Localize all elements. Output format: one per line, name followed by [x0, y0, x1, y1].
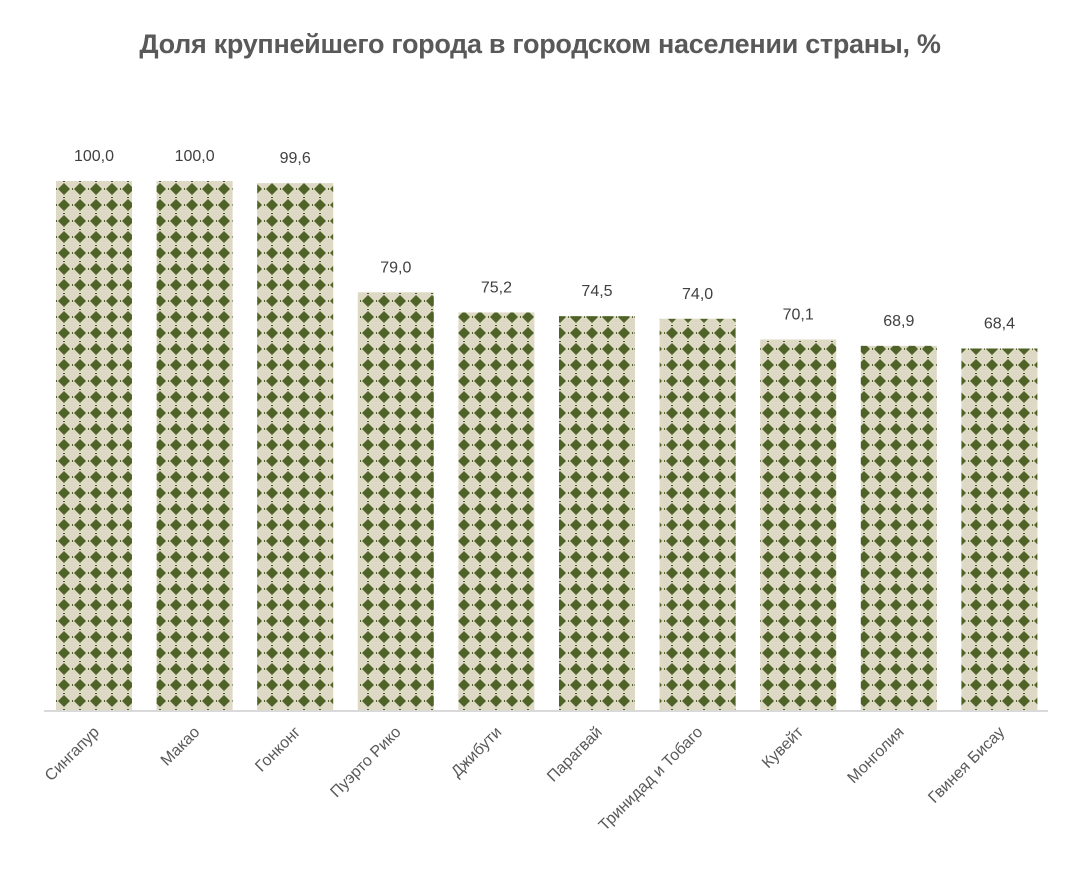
bar — [156, 181, 233, 711]
chart-title: Доля крупнейшего города в городском насе… — [139, 29, 941, 59]
bar — [357, 292, 434, 711]
bar — [559, 316, 635, 711]
data-label: 68,4 — [984, 315, 1015, 332]
data-label: 70,1 — [783, 306, 814, 323]
bar — [659, 318, 736, 711]
data-label: 75,2 — [481, 279, 512, 296]
data-label: 68,9 — [883, 313, 914, 330]
data-label: 100,0 — [175, 148, 215, 165]
x-tick-label: Сингапур — [42, 724, 103, 785]
bar — [56, 181, 132, 711]
x-tick-label: Парагвай — [544, 724, 606, 786]
data-label: 100,0 — [74, 148, 114, 165]
bar — [760, 339, 837, 711]
data-label: 99,6 — [280, 150, 311, 167]
bar — [860, 345, 937, 711]
x-tick-label: Макао — [158, 724, 204, 770]
bar — [961, 348, 1038, 711]
bar — [458, 312, 535, 711]
x-tick-label: Гвинея Бисау — [925, 724, 1008, 807]
data-label: 74,0 — [682, 286, 713, 303]
x-tick-label: Джибути — [448, 724, 505, 781]
x-tick-label: Кувейт — [759, 723, 807, 771]
data-label: 74,5 — [581, 283, 612, 300]
x-tick-label: Гонконг — [252, 724, 304, 776]
bar — [257, 183, 334, 711]
data-label: 79,0 — [380, 259, 411, 276]
x-tick-label: Тринидад и Тобаго — [596, 724, 707, 835]
x-tick-label: Пуэрто Рико — [327, 724, 404, 801]
x-tick-label: Монголия — [845, 724, 908, 787]
